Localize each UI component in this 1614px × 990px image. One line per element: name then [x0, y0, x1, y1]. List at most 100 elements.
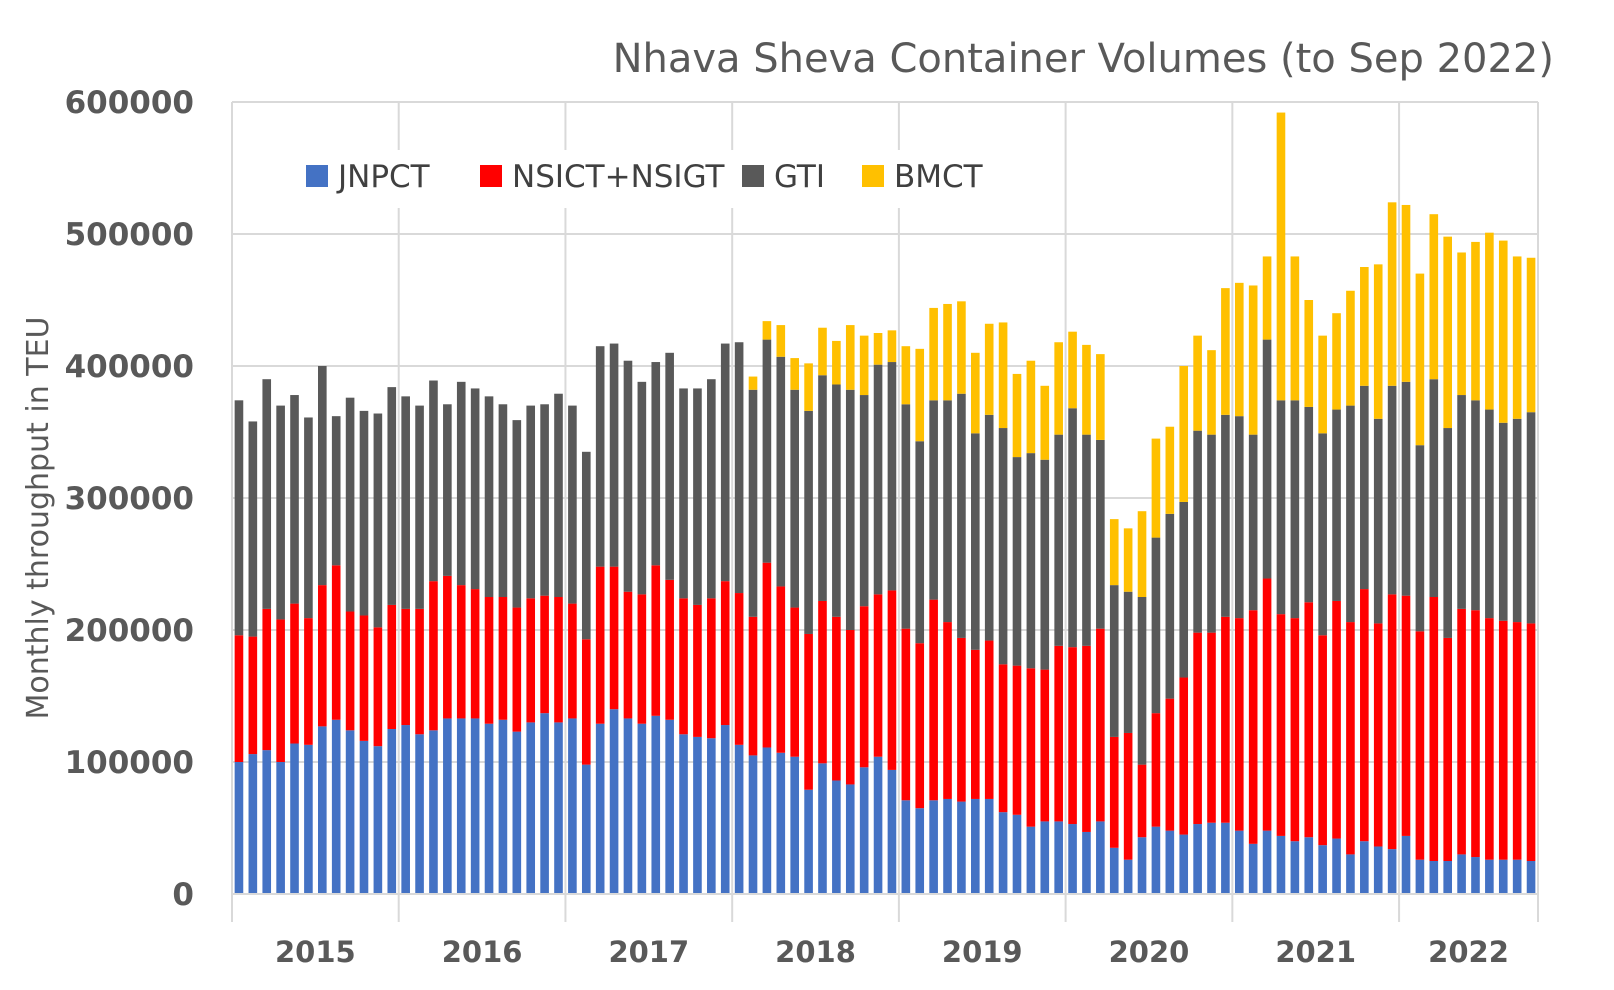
legend-label: GTI: [774, 159, 825, 195]
bar-segment-nsict-nsigt: [262, 608, 272, 751]
bar-segment-nsict-nsigt: [776, 586, 786, 753]
bar-segment-nsict-nsigt: [1151, 713, 1161, 827]
bar-segment-bmct: [915, 348, 925, 442]
bar-segment-nsict-nsigt: [318, 585, 327, 727]
bar-segment-gti: [581, 451, 591, 640]
bar-segment-nsict-nsigt: [1526, 623, 1536, 861]
bar-segment-bmct: [1512, 256, 1522, 419]
bar-segment-jnpct: [276, 762, 285, 894]
bar-segment-nsict-nsigt: [484, 597, 494, 724]
bar-segment-jnpct: [1040, 821, 1050, 894]
x-tick-label: 2018: [775, 935, 856, 969]
bar-segment-nsict-nsigt: [415, 608, 424, 735]
bar-segment-gti: [1485, 409, 1494, 619]
bar-segment-nsict-nsigt: [1512, 622, 1522, 860]
bar-segment-nsict-nsigt: [387, 604, 397, 729]
bar-segment-gti: [637, 381, 647, 595]
bar-segment-nsict-nsigt: [429, 581, 438, 731]
bar-segment-jnpct: [790, 756, 799, 894]
bar-segment-jnpct: [248, 754, 258, 894]
bar-segment-jnpct: [1332, 838, 1341, 894]
bar-segment-nsict-nsigt: [887, 590, 897, 770]
bar-segment-jnpct: [1346, 854, 1355, 894]
bar-segment-jnpct: [1498, 859, 1508, 894]
bar-segment-gti: [734, 342, 744, 594]
legend-label: JNPCT: [336, 159, 431, 195]
bar-segment-nsict-nsigt: [540, 595, 549, 714]
bar-segment-jnpct: [1221, 822, 1230, 894]
bar-segment-nsict-nsigt: [345, 611, 355, 731]
bar-segment-gti: [1165, 513, 1175, 699]
bar-segment-jnpct: [1193, 824, 1202, 894]
bar-segment-bmct: [1429, 214, 1439, 380]
bar-segment-nsict-nsigt: [248, 636, 258, 755]
bar-segment-nsict-nsigt: [1054, 645, 1063, 822]
bar-segment-jnpct: [957, 801, 966, 894]
bar-segment-jnpct: [707, 738, 716, 894]
y-tick-label: 600000: [65, 85, 194, 121]
bar-segment-bmct: [1360, 267, 1369, 386]
bar-segment-nsict-nsigt: [1262, 578, 1272, 831]
bars: [232, 112, 1538, 895]
x-tick-label: 2016: [442, 935, 523, 969]
bar-segment-jnpct: [637, 723, 647, 894]
bar-segment-gti: [1012, 457, 1022, 666]
bar-segment-bmct: [804, 363, 813, 411]
bar-segment-jnpct: [665, 719, 674, 894]
bar-segment-jnpct: [1234, 830, 1244, 894]
bar-segment-nsict-nsigt: [637, 594, 647, 724]
bar-segment-bmct: [957, 301, 966, 394]
bar-segment-gti: [1248, 434, 1258, 611]
bar-segment-nsict-nsigt: [957, 637, 966, 802]
bar-segment-gti: [1373, 418, 1383, 624]
bar-segment-nsict-nsigt: [845, 630, 855, 785]
bar-segment-nsict-nsigt: [1443, 637, 1452, 861]
bar-segment-nsict-nsigt: [1415, 631, 1425, 860]
bar-segment-nsict-nsigt: [998, 664, 1008, 813]
bar-segment-nsict-nsigt: [1471, 610, 1480, 858]
bar-segment-jnpct: [720, 725, 730, 894]
bar-segment-gti: [331, 416, 341, 566]
bar-segment-jnpct: [1290, 841, 1300, 894]
bar-segment-nsict-nsigt: [1346, 622, 1355, 855]
bar-segment-jnpct: [331, 719, 341, 894]
bar-segment-gti: [1429, 379, 1439, 597]
bar-segment-nsict-nsigt: [1318, 635, 1327, 846]
bar-segment-jnpct: [873, 756, 883, 894]
bar-segment-gti: [776, 356, 786, 587]
bar-segment-gti: [262, 379, 272, 609]
bar-segment-nsict-nsigt: [1040, 669, 1050, 822]
bar-segment-gti: [1137, 597, 1147, 765]
bar-segment-bmct: [1485, 232, 1494, 410]
x-tick-label: 2019: [942, 935, 1023, 969]
bar-segment-gti: [818, 375, 827, 601]
bar-segment-jnpct: [345, 730, 355, 894]
bar-segment-jnpct: [1151, 826, 1161, 894]
bar-segment-jnpct: [456, 718, 466, 894]
bar-segment-jnpct: [498, 719, 508, 894]
x-tick-label: 2022: [1428, 935, 1509, 969]
bar-segment-jnpct: [470, 718, 480, 894]
bar-segment-gti: [1512, 418, 1522, 623]
x-tick-label: 2021: [1275, 935, 1356, 969]
bar-segment-jnpct: [429, 730, 438, 894]
bar-segment-nsict-nsigt: [1096, 628, 1105, 822]
bar-segment-nsict-nsigt: [901, 628, 911, 801]
bar-segment-bmct: [1290, 256, 1300, 401]
bar-segment-bmct: [748, 376, 758, 390]
bar-segment-gti: [568, 405, 577, 604]
bar-segment-gti: [651, 362, 661, 566]
bar-segment-bmct: [859, 335, 869, 396]
bar-segment-jnpct: [651, 715, 661, 894]
bar-segment-gti: [929, 400, 938, 600]
bar-segment-jnpct: [1248, 843, 1258, 894]
bar-segment-jnpct: [1179, 834, 1189, 894]
bar-segment-nsict-nsigt: [1360, 589, 1369, 842]
bar-segment-bmct: [1248, 285, 1258, 435]
bar-segment-nsict-nsigt: [859, 606, 869, 768]
bar-segment-nsict-nsigt: [1276, 614, 1286, 836]
bar-segment-nsict-nsigt: [1457, 608, 1466, 855]
bar-segment-nsict-nsigt: [693, 604, 702, 737]
bar-segment-nsict-nsigt: [595, 566, 605, 724]
bar-segment-bmct: [790, 358, 799, 390]
